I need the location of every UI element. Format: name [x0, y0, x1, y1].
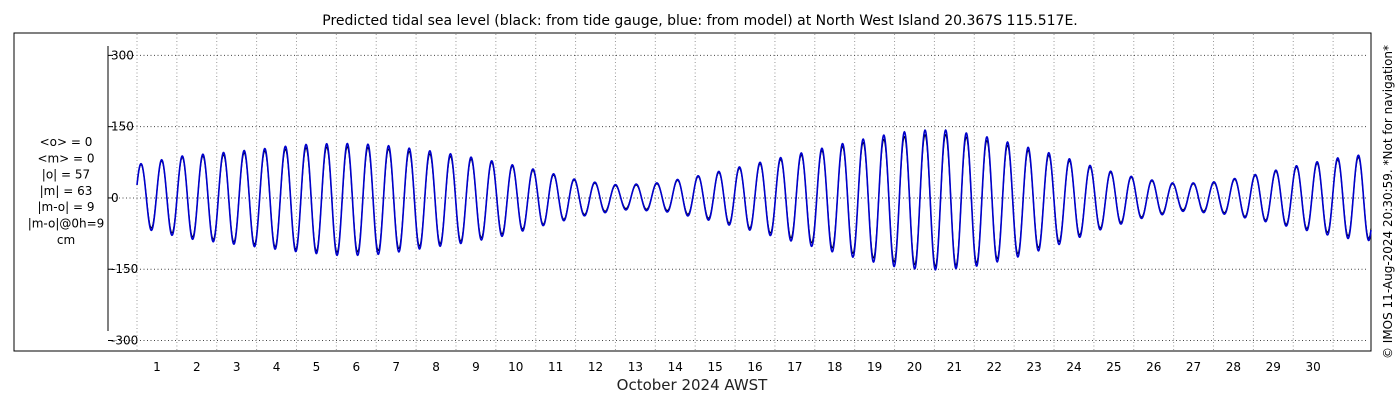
x-tick-label: 13 — [628, 360, 643, 374]
credit-text: © IMOS 11-Aug-2024 20:30:59. *Not for na… — [1381, 45, 1395, 359]
x-tick-label: 10 — [508, 360, 523, 374]
stat-line: <m> = 0 — [37, 151, 94, 165]
plot-frame — [13, 32, 1372, 352]
x-tick-label: 24 — [1066, 360, 1081, 374]
chart-title: Predicted tidal sea level (black: from t… — [322, 13, 1078, 29]
y-tick-label: 0 — [111, 191, 119, 205]
stat-line: cm — [57, 233, 75, 247]
x-tick-label: 19 — [867, 360, 882, 374]
x-tick-label: 25 — [1106, 360, 1121, 374]
series-line-model — [136, 129, 1372, 271]
x-tick-label: 21 — [947, 360, 962, 374]
y-tick-label: -300 — [111, 333, 138, 347]
x-tick-label: 18 — [827, 360, 842, 374]
x-tick-label: 17 — [787, 360, 802, 374]
stat-line: |m| = 63 — [40, 184, 93, 198]
stat-line: |m-o| = 9 — [38, 200, 95, 214]
stat-line: <o> = 0 — [40, 135, 93, 149]
x-tick-label: 14 — [668, 360, 683, 374]
x-tick-label: 30 — [1306, 360, 1321, 374]
x-tick-label: 6 — [352, 360, 360, 374]
x-tick-label: 1 — [153, 360, 161, 374]
grid — [112, 34, 1368, 350]
x-tick-label: 4 — [273, 360, 281, 374]
y-ticks: 300 150 0 -150 -300 — [108, 48, 138, 347]
x-tick-label: 20 — [907, 360, 922, 374]
x-tick-label: 26 — [1146, 360, 1161, 374]
stats-block: <o> = 0 <m> = 0 |o| = 57 |m| = 63 |m-o| = 9 |… — [28, 135, 105, 247]
stat-line: |o| = 57 — [42, 168, 90, 182]
x-tick-label: 27 — [1186, 360, 1201, 374]
x-tick-label: 2 — [193, 360, 201, 374]
x-tick-label: 3 — [233, 360, 241, 374]
x-tick-label: 23 — [1026, 360, 1041, 374]
x-tick-label: 22 — [987, 360, 1002, 374]
x-tick-label: 12 — [588, 360, 603, 374]
stat-line: |m-o|@0h=9 — [28, 217, 105, 231]
x-tick-label: 29 — [1266, 360, 1281, 374]
x-tick-label: 15 — [707, 360, 722, 374]
y-tick-label: 150 — [111, 120, 134, 134]
x-tick-label: 7 — [392, 360, 400, 374]
x-tick-label: 28 — [1226, 360, 1241, 374]
x-axis-label: October 2024 AWST — [617, 376, 769, 394]
x-ticks: 1 2 3 4 5 6 7 8 9 10 11 12 13 14 15 16 17 18 19 20 21 22 23 24 2… — [153, 360, 1321, 374]
x-tick-label: 11 — [548, 360, 563, 374]
series-group — [136, 129, 1372, 271]
x-tick-label: 8 — [432, 360, 440, 374]
x-tick-label: 9 — [472, 360, 480, 374]
y-tick-label: 300 — [111, 48, 134, 62]
x-tick-label: 16 — [747, 360, 762, 374]
y-tick-label: -150 — [111, 262, 138, 276]
x-tick-label: 5 — [313, 360, 321, 374]
